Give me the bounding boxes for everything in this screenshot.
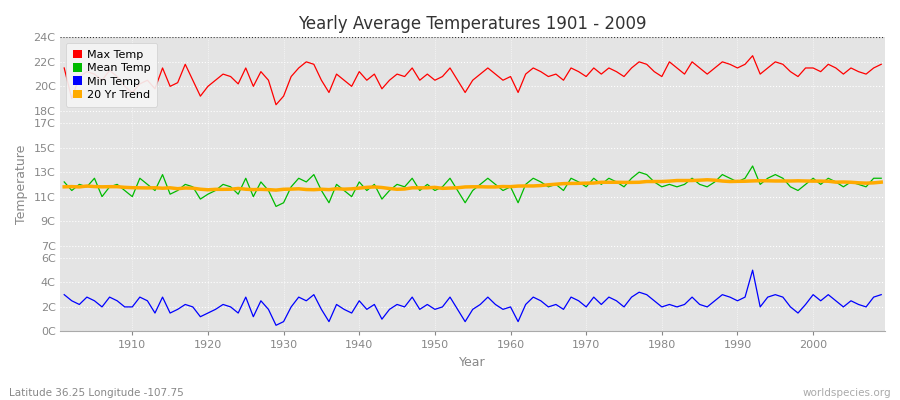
Title: Yearly Average Temperatures 1901 - 2009: Yearly Average Temperatures 1901 - 2009 [299,15,647,33]
Legend: Max Temp, Mean Temp, Min Temp, 20 Yr Trend: Max Temp, Mean Temp, Min Temp, 20 Yr Tre… [66,43,158,107]
Text: Latitude 36.25 Longitude -107.75: Latitude 36.25 Longitude -107.75 [9,388,184,398]
Text: worldspecies.org: worldspecies.org [803,388,891,398]
Y-axis label: Temperature: Temperature [15,145,28,224]
X-axis label: Year: Year [459,356,486,369]
